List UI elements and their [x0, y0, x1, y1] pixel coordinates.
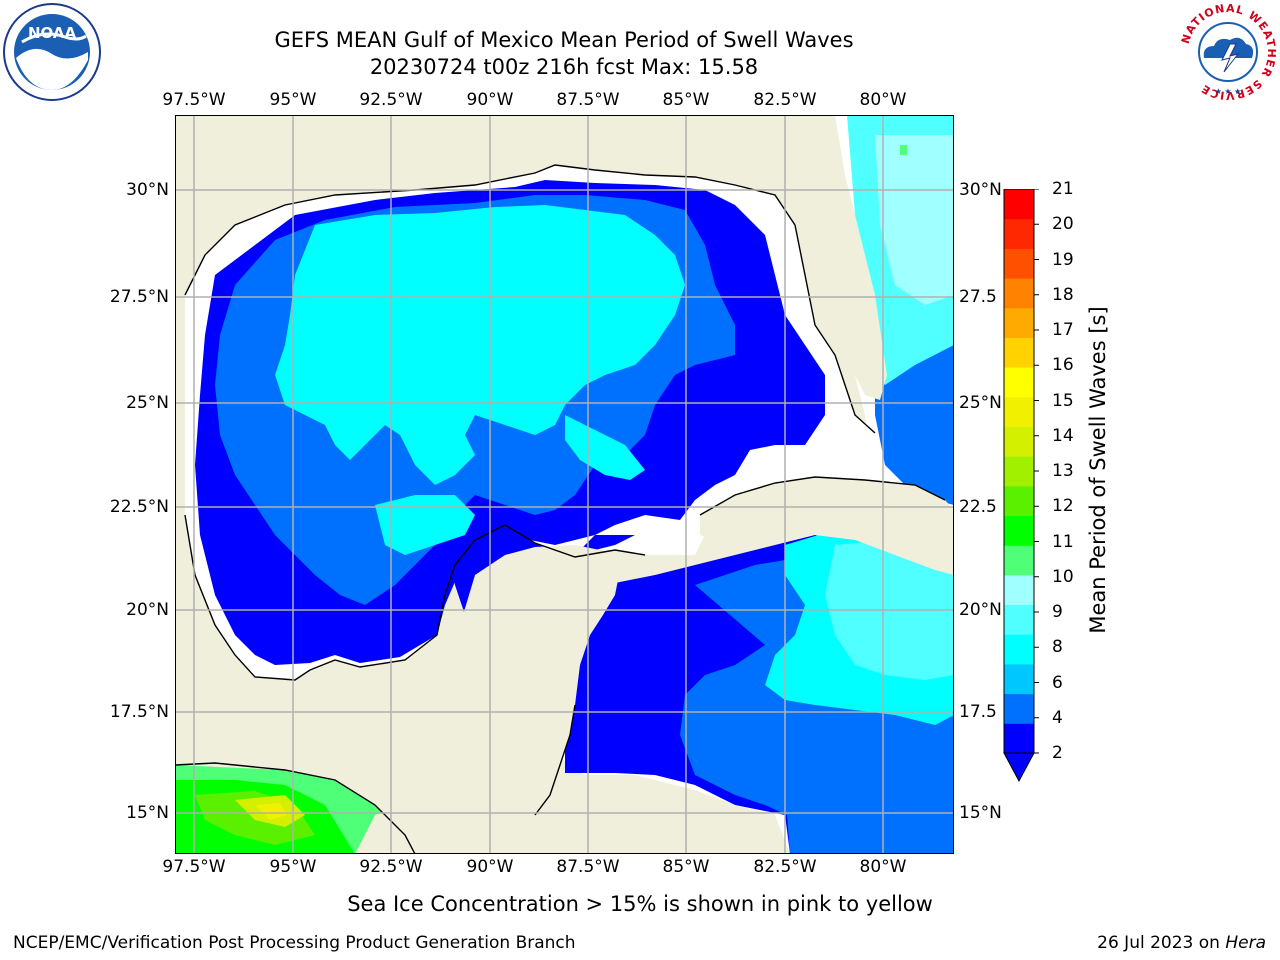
lon-tick-top: 90°W [466, 90, 514, 110]
colorbar-tick-label: 4 [1052, 707, 1063, 728]
map-panel [175, 115, 954, 854]
colorbar-segment [1004, 663, 1034, 695]
lat-tick-right: 27.5 [959, 287, 997, 307]
colorbar-segment [1004, 218, 1034, 249]
colorbar-segment [1004, 307, 1034, 338]
svg-text:★ ★ ★: ★ ★ ★ [1215, 87, 1242, 96]
lat-tick-left: 20°N [126, 600, 169, 620]
colorbar-tick-label: 21 [1052, 179, 1074, 199]
lat-tick-left: 17.5°N [109, 702, 169, 722]
map-frame [175, 115, 954, 854]
lat-tick-left: 30°N [126, 180, 169, 200]
sea-ice-note: Sea Ice Concentration > 15% is shown in … [347, 892, 933, 916]
colorbar-segment [1004, 723, 1034, 754]
colorbar-segment [1004, 604, 1034, 635]
lat-tick-right: 30°N [959, 180, 1002, 200]
atlantic-period-10-11 [900, 145, 907, 155]
colorbar-tick-label: 12 [1052, 496, 1074, 517]
florida-peninsula [795, 115, 887, 400]
lon-tick-bottom: 95°W [269, 857, 317, 877]
lon-tick-bottom: 87.5°W [556, 857, 620, 877]
lon-tick-top: 87.5°W [556, 90, 620, 110]
colorbar-extend-arrow [1003, 752, 1035, 783]
colorbar-tick-label: 15 [1052, 390, 1074, 411]
lat-tick-left: 27.5°N [109, 287, 169, 307]
pacific-period-14-15 [255, 803, 287, 820]
colorbar-tick-label: 20 [1052, 214, 1074, 235]
lat-tick-right: 17.5 [959, 702, 997, 722]
colorbar-segment [1004, 278, 1034, 309]
gulf-period-6-8-east [565, 415, 645, 480]
yucatan-peninsula [355, 545, 620, 854]
colorbar-tick-label: 16 [1052, 355, 1074, 376]
central-america [565, 775, 790, 854]
lon-tick-top: 97.5°W [162, 90, 226, 110]
colorbar-segment [1004, 693, 1034, 724]
colorbar-segment [1004, 396, 1034, 427]
colorbar-segment [1004, 367, 1034, 398]
colorbar-segment [1004, 189, 1034, 220]
colorbar-tick-label: 8 [1052, 637, 1063, 658]
lon-tick-bottom: 82.5°W [753, 857, 817, 877]
lat-tick-right: 20°N [959, 600, 1002, 620]
chart-title: GEFS MEAN Gulf of Mexico Mean Period of … [274, 28, 854, 52]
colorbar-tick-label: 13 [1052, 461, 1074, 481]
colorbar-segment [1004, 515, 1034, 546]
lon-tick-top: 80°W [859, 90, 907, 110]
credit-host: Hera [1225, 933, 1266, 953]
colorbar-label: Mean Period of Swell Waves [s] [1086, 306, 1110, 634]
noaa-logo: NOAA [2, 2, 102, 102]
colorbar-segment [1004, 248, 1034, 279]
gulf-period-6-8 [275, 205, 685, 485]
lon-tick-top: 92.5°W [359, 90, 423, 110]
credit-date-text: 26 Jul 2023 on [1097, 933, 1226, 953]
colorbar-tick-label: 19 [1052, 249, 1074, 270]
lat-tick-right: 22.5 [959, 497, 997, 517]
lon-tick-bottom: 92.5°W [359, 857, 423, 877]
gulf-period-6-8-south [375, 495, 475, 555]
lon-tick-bottom: 80°W [859, 857, 907, 877]
chart-subtitle: 20230724 t00z 216h fcst Max: 15.58 [369, 55, 759, 79]
colorbar-segment [1004, 485, 1034, 517]
colorbar-tick-label: 14 [1052, 425, 1074, 446]
coastlines [175, 164, 946, 854]
noaa-logo-text: NOAA [28, 24, 77, 42]
lon-tick-top: 82.5°W [753, 90, 817, 110]
lon-tick-top: 95°W [269, 90, 317, 110]
lat-tick-left: 15°N [126, 803, 169, 823]
colorbar-tick-label: 10 [1052, 566, 1074, 587]
atlantic-period-9-10 [875, 135, 954, 305]
cuba [700, 477, 954, 575]
colorbar-segment [1004, 634, 1034, 665]
colorbar-segment [1004, 426, 1034, 457]
colorbar-segment [1004, 456, 1034, 487]
colorbar-tick-label: 17 [1052, 320, 1074, 340]
colorbar-tick-label: 18 [1052, 284, 1074, 305]
colorbar-tick-label: 6 [1052, 672, 1063, 693]
lon-tick-bottom: 97.5°W [162, 857, 226, 877]
lat-tick-left: 25°N [126, 393, 169, 413]
lon-tick-bottom: 85°W [662, 857, 710, 877]
colorbar-tick-label: 11 [1052, 531, 1074, 552]
colorbar-segment [1004, 545, 1034, 576]
colorbar-segment [1004, 574, 1034, 606]
colorbar-segment [1004, 337, 1034, 368]
graticule [175, 115, 954, 854]
credit-date: 26 Jul 2023 on Hera [1097, 933, 1266, 953]
lat-tick-right: 15°N [959, 803, 1002, 823]
colorbar [1003, 188, 1039, 788]
colorbar-tick-label: 9 [1052, 602, 1063, 622]
lon-tick-top: 85°W [662, 90, 710, 110]
lat-tick-left: 22.5°N [109, 497, 169, 517]
lon-tick-bottom: 90°W [466, 857, 514, 877]
lat-tick-right: 25°N [959, 393, 1002, 413]
nws-logo: NATIONAL WEATHER SERVICE ★ ★ ★ [1178, 2, 1278, 102]
credit-organization: NCEP/EMC/Verification Post Processing Pr… [13, 933, 576, 953]
colorbar-tick-label: 2 [1052, 743, 1063, 763]
